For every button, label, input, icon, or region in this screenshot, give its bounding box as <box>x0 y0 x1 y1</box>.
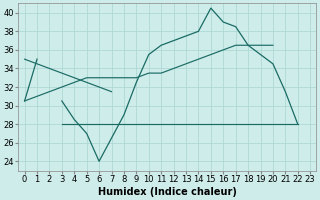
X-axis label: Humidex (Indice chaleur): Humidex (Indice chaleur) <box>98 187 237 197</box>
